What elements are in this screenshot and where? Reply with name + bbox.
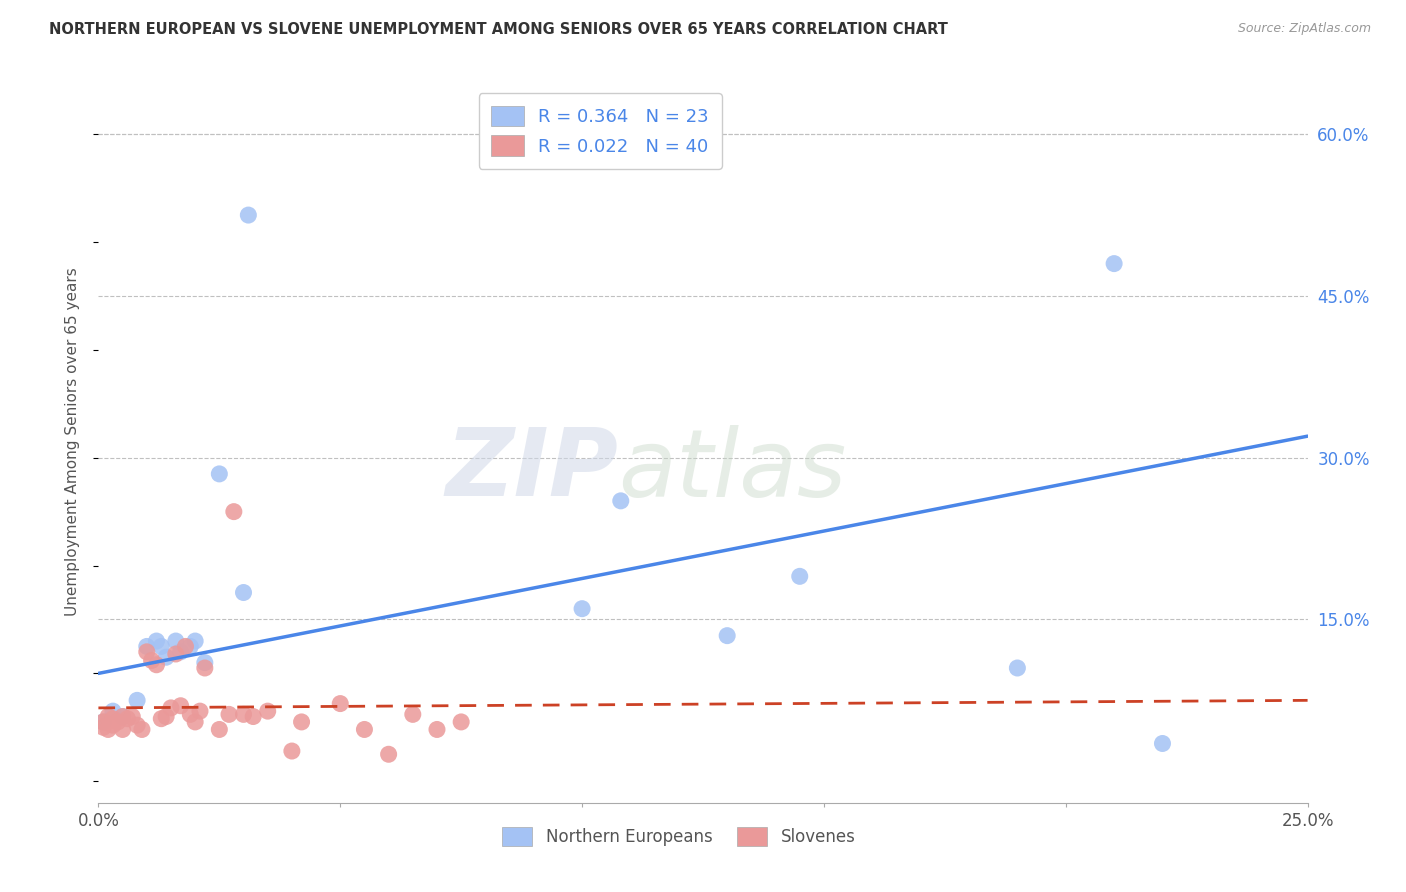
Point bbox=[150, 640, 173, 654]
Point bbox=[111, 709, 134, 723]
Point bbox=[160, 701, 183, 715]
Point bbox=[232, 585, 254, 599]
Point bbox=[111, 709, 134, 723]
Point bbox=[165, 647, 187, 661]
Point bbox=[145, 657, 167, 672]
Point bbox=[117, 712, 139, 726]
Point bbox=[426, 723, 449, 737]
Point bbox=[91, 714, 114, 729]
Point bbox=[188, 704, 211, 718]
Point bbox=[101, 718, 124, 732]
Point bbox=[218, 707, 240, 722]
Point bbox=[402, 707, 425, 722]
Point bbox=[179, 707, 201, 722]
Point bbox=[184, 714, 207, 729]
Point bbox=[169, 645, 191, 659]
Point bbox=[353, 723, 375, 737]
Point bbox=[127, 693, 149, 707]
Point bbox=[222, 505, 245, 519]
Point bbox=[135, 640, 157, 654]
Y-axis label: Unemployment Among Seniors over 65 years: Unemployment Among Seniors over 65 years bbox=[65, 268, 80, 615]
Legend: Northern Europeans, Slovenes: Northern Europeans, Slovenes bbox=[492, 817, 866, 856]
Text: ZIP: ZIP bbox=[446, 425, 619, 516]
Point bbox=[135, 645, 157, 659]
Point bbox=[97, 709, 120, 723]
Point bbox=[194, 661, 217, 675]
Point bbox=[91, 714, 114, 729]
Point bbox=[141, 653, 163, 667]
Point bbox=[208, 467, 231, 481]
Point bbox=[131, 723, 153, 737]
Point bbox=[97, 723, 120, 737]
Point bbox=[1102, 257, 1125, 271]
Point bbox=[179, 640, 201, 654]
Point bbox=[1152, 737, 1174, 751]
Point bbox=[716, 629, 738, 643]
Point bbox=[256, 704, 278, 718]
Point bbox=[194, 656, 217, 670]
Point bbox=[1007, 661, 1029, 675]
Point bbox=[165, 634, 187, 648]
Point bbox=[91, 720, 114, 734]
Point bbox=[155, 650, 177, 665]
Point bbox=[107, 714, 129, 729]
Text: atlas: atlas bbox=[619, 425, 846, 516]
Point bbox=[242, 709, 264, 723]
Point bbox=[232, 707, 254, 722]
Point bbox=[571, 601, 593, 615]
Point bbox=[127, 718, 149, 732]
Point bbox=[174, 640, 197, 654]
Point bbox=[208, 723, 231, 737]
Point bbox=[111, 723, 134, 737]
Point bbox=[238, 208, 260, 222]
Text: NORTHERN EUROPEAN VS SLOVENE UNEMPLOYMENT AMONG SENIORS OVER 65 YEARS CORRELATIO: NORTHERN EUROPEAN VS SLOVENE UNEMPLOYMEN… bbox=[49, 22, 948, 37]
Point bbox=[290, 714, 312, 729]
Point bbox=[101, 704, 124, 718]
Point bbox=[155, 709, 177, 723]
Point bbox=[789, 569, 811, 583]
Point bbox=[145, 634, 167, 648]
Point bbox=[101, 712, 124, 726]
Point bbox=[610, 493, 633, 508]
Text: Source: ZipAtlas.com: Source: ZipAtlas.com bbox=[1237, 22, 1371, 36]
Point bbox=[169, 698, 191, 713]
Point bbox=[184, 634, 207, 648]
Point bbox=[377, 747, 399, 762]
Point bbox=[150, 712, 173, 726]
Point bbox=[450, 714, 472, 729]
Point bbox=[329, 697, 352, 711]
Point bbox=[281, 744, 304, 758]
Point bbox=[121, 709, 143, 723]
